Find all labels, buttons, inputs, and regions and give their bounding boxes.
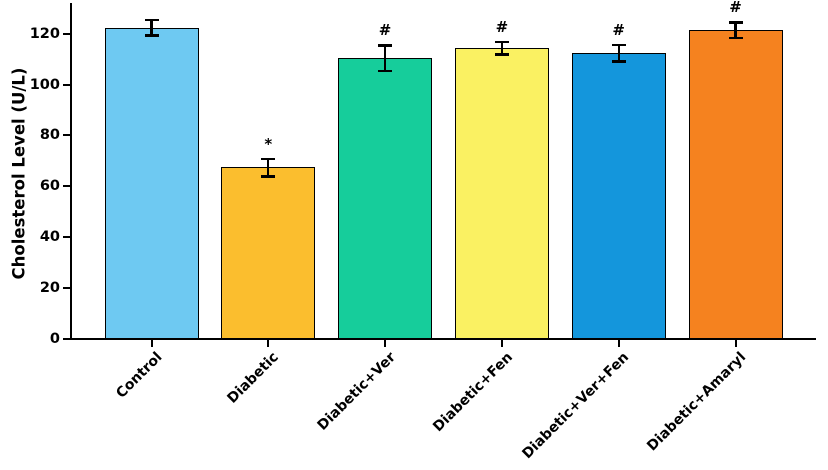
error-bar-line [617, 44, 620, 62]
x-tick-label-diabetic: Diabetic [224, 349, 282, 407]
y-tick-mark [63, 32, 70, 35]
bar-diabetic-ver [338, 58, 433, 340]
x-tick-mark [734, 340, 737, 347]
error-bar-cap-top [261, 157, 276, 161]
x-tick-label-control: Control [112, 349, 166, 402]
error-bar-cap-bottom [378, 69, 393, 73]
y-tick-label: 40 [39, 229, 60, 246]
error-bar-cap-top [144, 18, 159, 22]
x-axis-spine [70, 338, 816, 340]
bar-control [104, 27, 199, 340]
error-bar-line [383, 45, 387, 71]
y-axis-label: Cholesterol Level (U/L) [9, 67, 29, 280]
y-tick-mark [63, 236, 70, 239]
error-bar-cap-bottom [494, 53, 509, 56]
significance-marker: # [378, 21, 392, 40]
y-tick-label: 120 [29, 25, 60, 42]
y-tick-label: 60 [39, 178, 60, 195]
error-bar-cap-top [378, 44, 393, 47]
error-bar-cap-bottom [144, 34, 159, 37]
bar-diabetic-ver-fen [571, 52, 666, 340]
significance-marker: # [495, 17, 509, 36]
bar-diabetic-fen [454, 47, 549, 340]
x-tick-mark [500, 340, 503, 347]
significance-marker: # [612, 20, 625, 39]
x-tick-mark [384, 340, 387, 347]
y-tick-mark [63, 134, 70, 137]
bar-diabetic-amaryl [688, 30, 783, 340]
x-tick-mark [150, 340, 153, 347]
error-bar-line [150, 19, 153, 36]
x-tick-mark [617, 340, 620, 347]
y-tick-label: 20 [39, 280, 60, 297]
y-tick-label: 80 [39, 127, 60, 144]
x-tick-label-diabetic-amaryl: Diabetic+Amaryl [644, 349, 750, 455]
error-bar-cap-bottom [728, 36, 743, 40]
error-bar-line [267, 158, 270, 177]
error-bar-cap-top [728, 21, 743, 24]
y-tick-mark [63, 287, 70, 290]
significance-marker: # [729, 0, 742, 17]
error-bar-cap-top [611, 43, 626, 47]
bar-diabetic [221, 167, 316, 340]
y-tick-mark [63, 185, 70, 188]
y-tick-label: 0 [49, 331, 60, 347]
y-tick-mark [63, 83, 70, 86]
error-bar-cap-top [494, 40, 509, 44]
x-tick-label-diabetic-ver-fen: Diabetic+Ver+Fen [519, 349, 633, 463]
error-bar-line [734, 22, 737, 38]
x-tick-label-diabetic-fen: Diabetic+Fen [429, 349, 516, 436]
error-bar-line [500, 41, 504, 55]
significance-marker: * [264, 134, 273, 153]
y-tick-mark [63, 338, 70, 340]
x-tick-label-diabetic-ver: Diabetic+Ver [314, 349, 399, 434]
y-axis-spine [70, 3, 72, 340]
x-tick-mark [267, 340, 270, 347]
error-bar-cap-bottom [611, 60, 626, 63]
error-bar-cap-bottom [261, 175, 276, 178]
y-tick-label: 100 [29, 76, 60, 93]
